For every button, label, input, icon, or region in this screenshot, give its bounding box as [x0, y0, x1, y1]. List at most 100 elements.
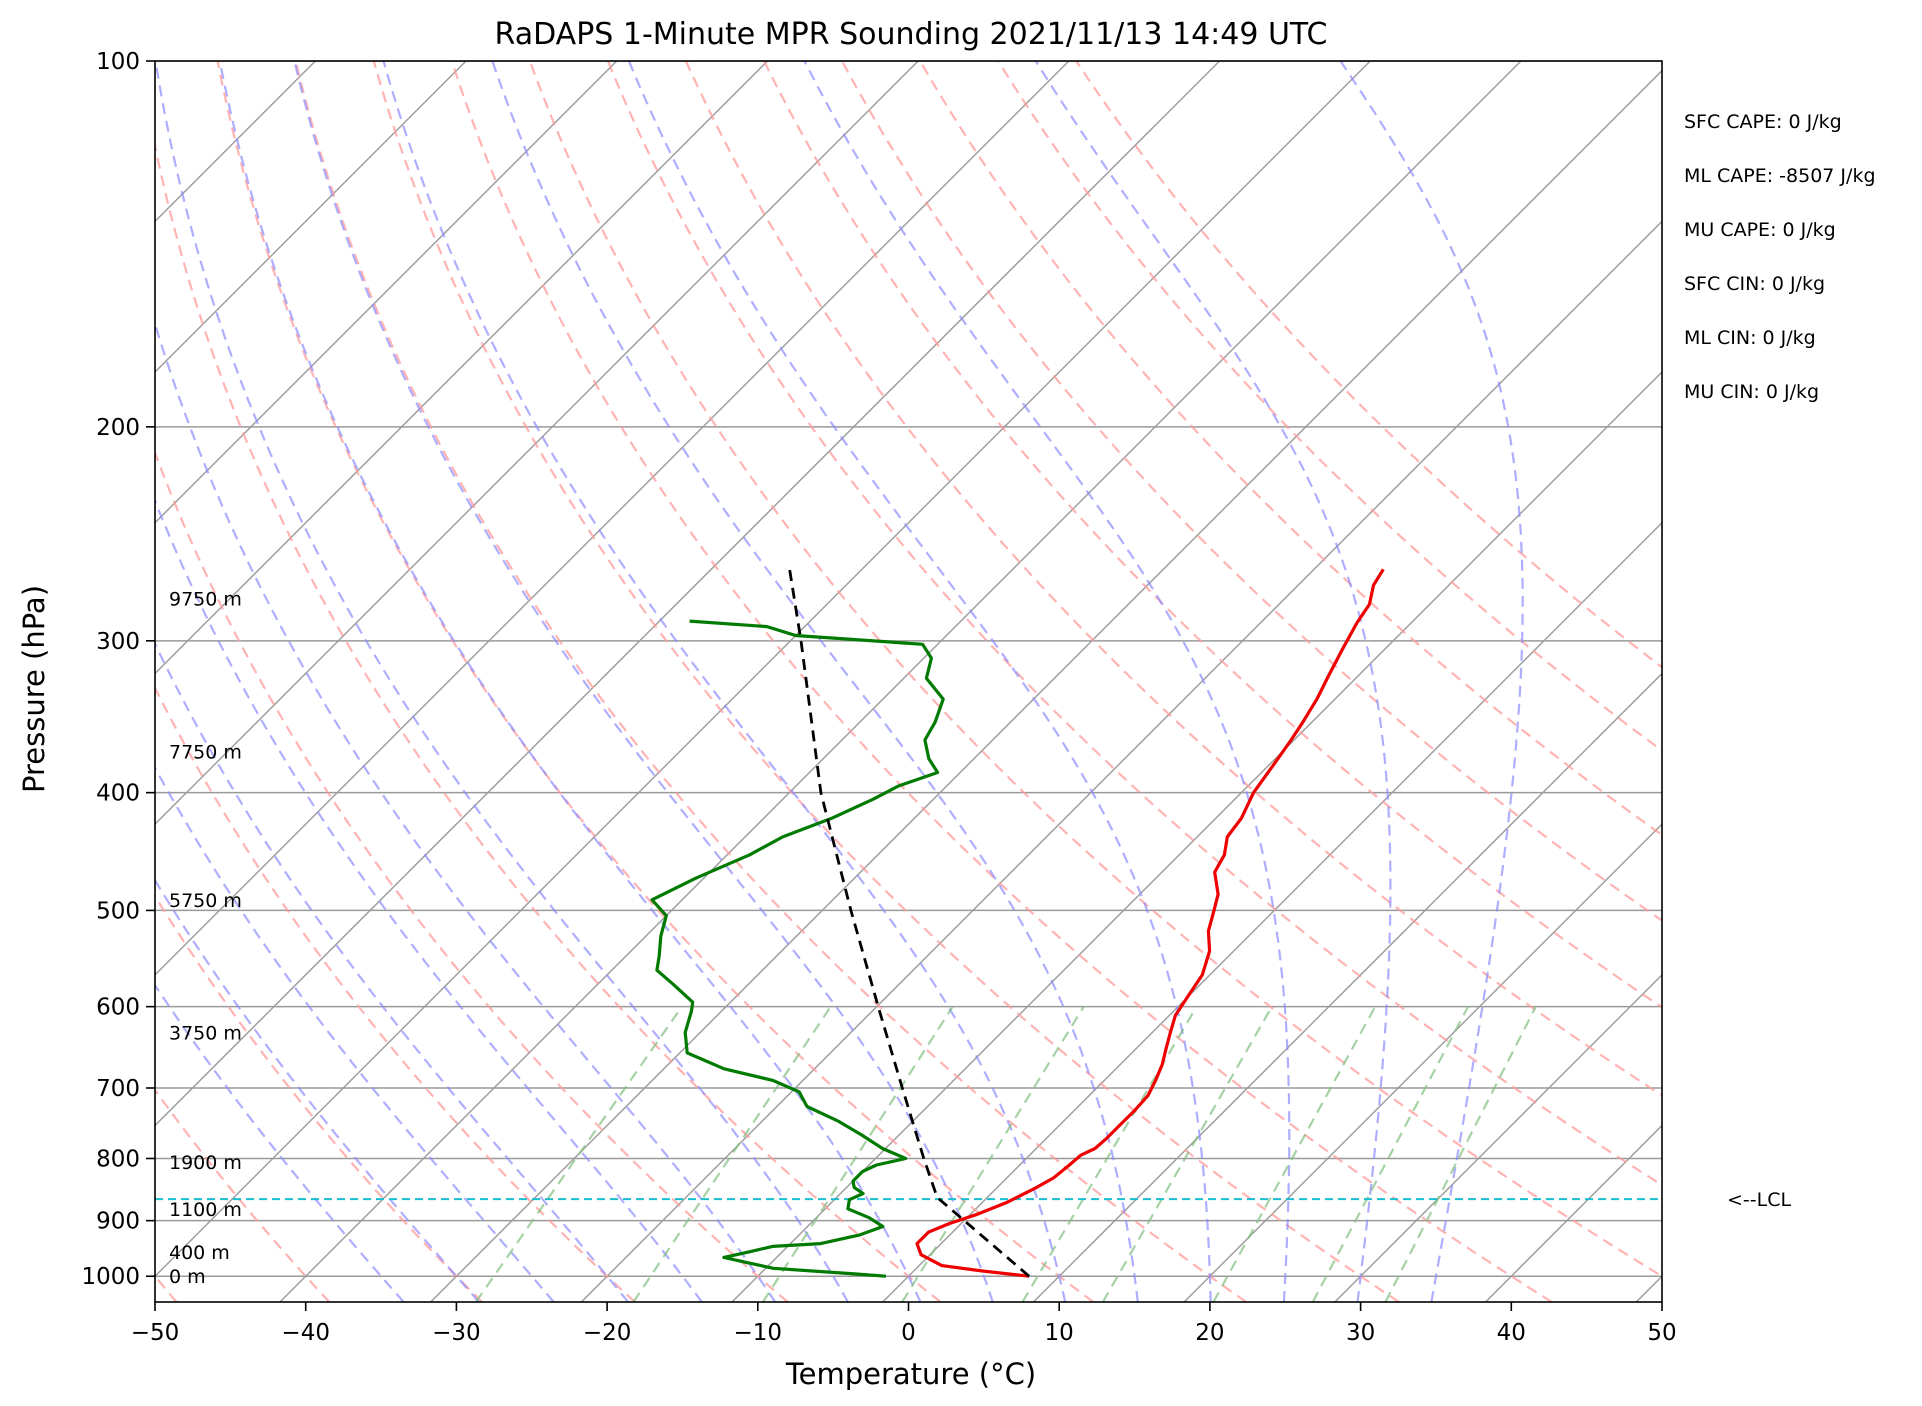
dry-adiabat: [216, 61, 1094, 1302]
x-tick-label: −10: [734, 1320, 783, 1346]
isotherm: [155, 61, 1371, 1278]
x-tick-label: −50: [131, 1320, 180, 1346]
lcl-label: <--LCL: [1727, 1189, 1791, 1211]
isotherm: [1183, 823, 1662, 1302]
moist-adiabats: [155, 61, 1524, 1302]
y-tick-label: 600: [96, 995, 140, 1021]
dry-adiabats: [155, 61, 1662, 1302]
y-tick-label: 200: [96, 415, 140, 441]
y-tick-label: 100: [96, 49, 140, 75]
mixing-ratio-line: [901, 1006, 1085, 1302]
y-axis-label: Pressure (hPa): [17, 585, 51, 793]
y-tick-label: 800: [96, 1146, 140, 1172]
height-label: 5750 m: [169, 890, 242, 912]
isotherm: [1032, 672, 1662, 1302]
moist-adiabat: [627, 61, 1212, 1302]
x-tick-label: −20: [583, 1320, 632, 1346]
isotherm: [155, 61, 618, 524]
moist-adiabat: [155, 878, 480, 1302]
moist-adiabat: [293, 61, 994, 1302]
dry-adiabat: [919, 61, 1662, 837]
y-tick-label: 400: [96, 781, 140, 807]
moist-adiabat: [155, 498, 703, 1302]
temperature-trace: [915, 568, 1385, 1278]
height-label: 3750 m: [169, 1022, 242, 1044]
index-label: ML CIN: 0 J/kg: [1684, 327, 1816, 349]
index-label: SFC CAPE: 0 J/kg: [1684, 111, 1842, 133]
isotherm: [430, 69, 1662, 1302]
y-tick-label: 500: [96, 898, 140, 924]
x-tick-label: 20: [1195, 1320, 1224, 1346]
dry-adiabat: [155, 1088, 331, 1302]
x-axis-ticks: −50 −40 −30 −20 −10 0 10 20 30 40 50: [131, 1302, 1677, 1346]
x-tick-label: −40: [281, 1320, 330, 1346]
mixing-ratio-line: [632, 1006, 832, 1302]
isotherm: [1635, 1275, 1662, 1302]
index-label: MU CIN: 0 J/kg: [1684, 381, 1819, 403]
x-tick-label: 30: [1346, 1320, 1375, 1346]
isotherm: [580, 220, 1662, 1302]
height-label: 7750 m: [169, 742, 242, 764]
moist-adiabat: [1034, 61, 1392, 1302]
isotherm: [882, 521, 1662, 1302]
x-tick-label: 40: [1497, 1320, 1526, 1346]
mixing-ratio-line: [1311, 1006, 1470, 1302]
isotherm: [1485, 1124, 1662, 1302]
mixing-ratio-line: [1212, 1006, 1377, 1302]
height-label: 9750 m: [169, 589, 242, 611]
dry-adiabat: [763, 61, 1662, 1009]
dry-adiabat: [155, 449, 789, 1302]
dry-adiabat: [528, 61, 1662, 1278]
x-tick-label: 50: [1647, 1320, 1676, 1346]
y-tick-label: 1000: [81, 1264, 140, 1290]
y-tick-label: 900: [96, 1209, 140, 1235]
mixing-ratio-line: [474, 1006, 683, 1302]
isotherm: [155, 61, 467, 374]
dry-adiabat: [606, 61, 1662, 1187]
dry-adiabat: [294, 61, 1247, 1302]
y-tick-label: 300: [96, 629, 140, 655]
stability-indices: SFC CAPE: 0 J/kg ML CAPE: -8507 J/kg MU CA…: [1684, 111, 1876, 403]
isotherm: [155, 61, 1070, 976]
moist-adiabat: [155, 61, 849, 1302]
index-label: MU CAPE: 0 J/kg: [1684, 219, 1836, 241]
chart-title: RaDAPS 1-Minute MPR Sounding 2021/11/13 …: [495, 17, 1328, 52]
sounding-traces: [650, 568, 1385, 1278]
moist-adiabat: [218, 61, 922, 1302]
isotherm: [279, 61, 1522, 1302]
height-label: 0 m: [169, 1266, 206, 1288]
moist-adiabat: [155, 641, 629, 1302]
dry-adiabat: [155, 685, 636, 1302]
pressure-gridlines: [155, 61, 1662, 1277]
moist-adiabat: [1339, 61, 1524, 1302]
mixing-ratio-line: [1021, 1006, 1198, 1302]
x-tick-label: −30: [432, 1320, 481, 1346]
isotherm: [155, 61, 919, 826]
isotherms: [155, 61, 1662, 1302]
dry-adiabat: [155, 893, 483, 1302]
mixing-ratio-line: [1101, 1006, 1273, 1302]
dry-adiabat: [155, 140, 942, 1302]
dewpoint-trace: [650, 619, 945, 1278]
dry-adiabat: [372, 61, 1400, 1302]
moist-adiabat: [382, 61, 1067, 1302]
index-label: ML CAPE: -8507 J/kg: [1684, 165, 1876, 187]
parcel-trace: [788, 569, 1031, 1278]
index-label: SFC CIN: 0 J/kg: [1684, 273, 1825, 295]
x-axis-label: Temperature (°C): [785, 1357, 1036, 1391]
y-tick-label: 700: [96, 1076, 140, 1102]
moist-adiabat: [155, 320, 777, 1302]
isotherm: [1334, 973, 1662, 1302]
mixing-ratio-line: [761, 1006, 954, 1302]
isotherm: [155, 61, 768, 675]
height-label: 1900 m: [169, 1152, 242, 1174]
x-tick-label: 10: [1045, 1320, 1074, 1346]
y-axis-ticks: 1000 900 800 700 600 500 400 300 200 100: [81, 49, 155, 1290]
isotherm: [731, 371, 1662, 1302]
x-tick-label: 0: [901, 1320, 916, 1346]
dry-adiabat: [841, 61, 1662, 922]
moist-adiabat: [491, 61, 1139, 1302]
